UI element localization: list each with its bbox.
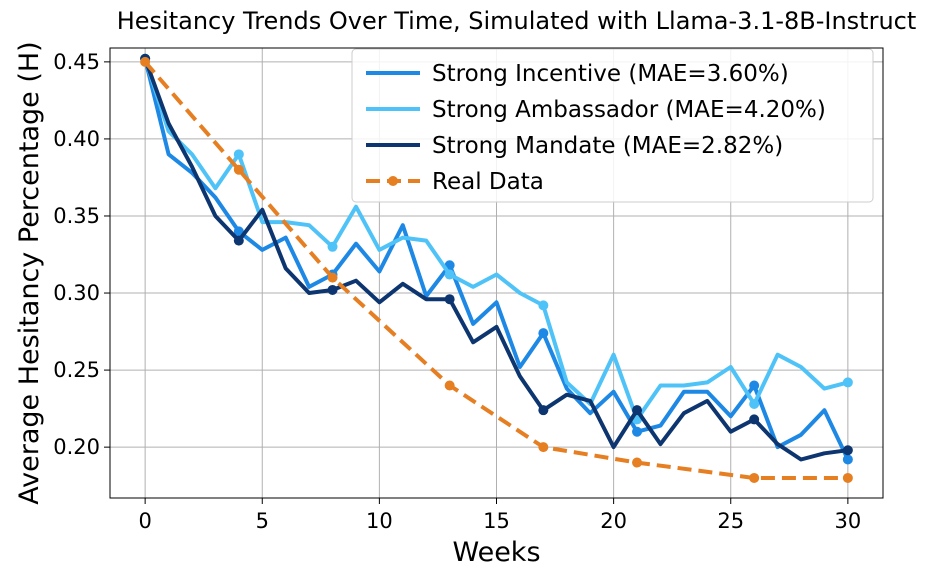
data-point [327,272,338,283]
y-tick-label: 0.45 [53,50,100,74]
axis-ticks: 0 5 10 15 20 25 30 0.20 0.25 0.30 0.35 0.40 0.45 [53,50,861,533]
series-line-strong-incentive [143,56,850,462]
data-point [749,380,760,391]
y-tick-label: 0.30 [53,281,100,305]
legend-label: Strong Incentive (MAE=3.60%) [432,61,789,87]
legend-label: Strong Ambassador (MAE=4.20%) [432,97,826,123]
data-point [632,405,643,416]
data-point [749,472,760,483]
series-line-strong-ambassador [143,56,850,422]
data-point [327,241,338,252]
data-point [842,454,853,465]
legend-item: Strong Incentive (MAE=3.60%) [366,61,789,87]
data-point [632,457,643,468]
legend-item: Real Data [366,169,544,195]
data-point [444,380,455,391]
x-tick-label: 5 [256,509,269,533]
legend-label: Real Data [432,169,544,195]
x-tick-label: 10 [366,509,393,533]
data-point [842,377,853,388]
y-tick-label: 0.20 [53,435,100,459]
y-tick-label: 0.25 [53,358,100,382]
data-point [538,328,549,339]
x-tick-label: 30 [834,509,861,533]
legend-box [351,48,874,203]
series-lines [140,53,853,483]
x-tick-label: 25 [717,509,744,533]
series-real-data [140,56,853,483]
y-tick-label: 0.40 [53,127,100,151]
x-tick-label: 0 [138,509,151,533]
legend-label: Strong Mandate (MAE=2.82%) [432,133,783,159]
y-tick-label: 0.35 [53,204,100,228]
series-line-strong-mandate [143,56,850,462]
y-axis-label: Average Hesitancy Percentage (H) [14,41,45,504]
x-tick-label: 20 [600,509,627,533]
data-point [140,56,151,67]
data-point [327,284,338,295]
legend-item: Strong Mandate (MAE=2.82%) [366,133,783,159]
x-tick-label: 15 [483,509,510,533]
data-point [842,472,853,483]
data-point [749,414,760,425]
data-point [233,149,244,160]
data-point [632,426,643,437]
data-point [233,164,244,175]
legend-marker [388,176,398,186]
data-point [233,235,244,246]
data-point [749,398,760,409]
data-point [538,405,549,416]
legend-item: Strong Ambassador (MAE=4.20%) [366,97,826,123]
x-axis-label: Weeks [452,537,540,568]
data-point [842,445,853,456]
legend: Strong Incentive (MAE=3.60%) Strong Ambas… [351,48,874,203]
data-point [444,269,455,280]
data-point [444,294,455,305]
data-point [233,226,244,237]
chart-title: Hesitancy Trends Over Time, Simulated wi… [117,7,917,35]
series-strong-mandate [140,53,853,462]
data-point [538,442,549,453]
data-point [538,300,549,311]
